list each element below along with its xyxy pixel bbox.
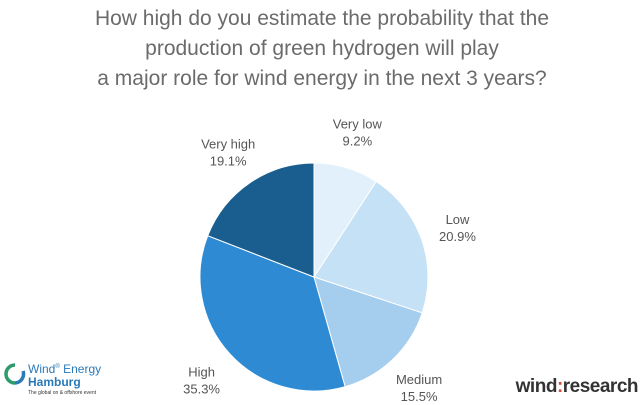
slice-label-low: Low 20.9% (439, 212, 476, 244)
slice-value-high: 35.3% (183, 381, 220, 396)
pie-slice-very-high (207, 162, 315, 278)
logo-left-registered-mark: ® (55, 364, 60, 370)
logo-left-word-hamburg: Hamburg (28, 375, 81, 389)
slice-label-high: High 35.3% (183, 364, 220, 396)
slice-value-low: 20.9% (439, 229, 476, 244)
logo-right-research: research (562, 376, 639, 397)
slice-value-very-low: 9.2% (343, 133, 373, 148)
logo-left-word-wind: Wind (28, 362, 56, 376)
slice-category-very-high: Very high (201, 137, 255, 152)
slice-category-very-low: Very low (333, 116, 383, 131)
logo-right-wind: wind (515, 376, 558, 397)
logo-right-colon: : (556, 376, 563, 397)
slice-label-very-high: Very high 19.1% (201, 137, 255, 169)
wind-energy-hamburg-logo: Wind® Energy Hamburg The global on & off… (4, 360, 144, 402)
slice-category-medium: Medium (396, 372, 442, 387)
slice-label-medium: Medium 15.5% (396, 372, 442, 404)
slice-category-low: Low (446, 212, 470, 227)
wind-ring-icon (4, 363, 26, 385)
logo-left-word-energy: Energy (63, 362, 102, 376)
pie-slice-high (199, 235, 346, 392)
slice-label-very-low: Very low 9.2% (333, 116, 383, 148)
slice-category-high: High (188, 364, 215, 379)
slice-value-very-high: 19.1% (210, 154, 247, 169)
chart-title-line-2: production of green hydrogen will play (145, 37, 499, 60)
chart-title: How high do you estimate the probability… (0, 4, 644, 94)
chart-title-line-3: a major role for wind energy in the next… (97, 67, 547, 90)
pie-slice-medium (313, 276, 423, 388)
chart-title-line-1: How high do you estimate the probability… (94, 7, 550, 30)
logo-left-tagline: The global on & offshore event (28, 390, 97, 396)
windresearch-logo: wind:research (515, 376, 639, 398)
pie-slice-low (313, 180, 429, 314)
slice-value-medium: 15.5% (401, 389, 438, 404)
